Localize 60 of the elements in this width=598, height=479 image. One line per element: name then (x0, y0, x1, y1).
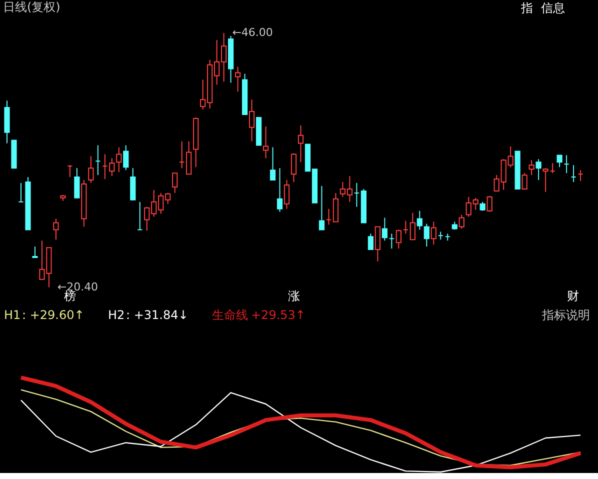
candlestick (578, 170, 584, 182)
text: 生命线 (212, 308, 248, 322)
candlestick (416, 210, 422, 230)
candlestick (186, 140, 192, 175)
candlestick (388, 233, 394, 250)
candlestick (262, 126, 269, 159)
candlestick (402, 220, 408, 234)
candlestick (284, 180, 290, 210)
candlestick (116, 146, 122, 173)
candlestick (248, 99, 255, 142)
text: 榜 (64, 289, 76, 303)
candlestick (109, 158, 115, 177)
candlestick (123, 144, 129, 171)
candlestick (528, 160, 534, 176)
text: H2 (108, 308, 125, 322)
candlestick (424, 223, 430, 248)
candlestick (396, 229, 402, 250)
candlestick (102, 154, 108, 180)
candlestick (430, 221, 436, 246)
candlestick (32, 246, 38, 258)
candlestick (95, 144, 101, 176)
candlestick (564, 154, 570, 174)
candlestick (486, 195, 492, 212)
candlestick (522, 172, 528, 190)
candlestick (67, 164, 73, 178)
text: : +29.60↑ (22, 308, 84, 322)
candlestick (374, 226, 380, 262)
chart-title: 日线(复权) (3, 0, 60, 14)
annotation: ←46.00 (232, 26, 273, 40)
text: +29.53↑ (251, 308, 306, 322)
text: 信息 (541, 1, 565, 15)
candlestick (179, 140, 185, 169)
text: : +31.84↓ (126, 308, 188, 322)
candlestick (53, 218, 59, 240)
text: 涨 (288, 289, 300, 303)
text: 指 (520, 1, 533, 15)
candlestick (318, 185, 325, 230)
candlestick (130, 168, 136, 200)
candlestick (137, 201, 143, 230)
candlestick (74, 168, 80, 198)
candlestick (298, 124, 304, 163)
candlestick (458, 214, 464, 230)
candlestick (270, 146, 276, 181)
candlestick (536, 158, 542, 181)
candlestick (234, 66, 241, 92)
candlestick (410, 212, 416, 240)
text: H1 (4, 308, 21, 322)
candlestick (382, 217, 388, 242)
candlestick (368, 233, 374, 250)
candlestick (172, 172, 178, 194)
candlestick (332, 192, 339, 222)
candlestick (326, 208, 332, 226)
candlestick (88, 156, 94, 184)
candlestick (556, 154, 562, 168)
candlestick (354, 182, 360, 208)
text: 指标说明 (541, 308, 590, 322)
candlestick (276, 168, 283, 212)
candlestick (290, 152, 297, 183)
text: 财 (567, 289, 579, 303)
candlestick (570, 164, 576, 183)
